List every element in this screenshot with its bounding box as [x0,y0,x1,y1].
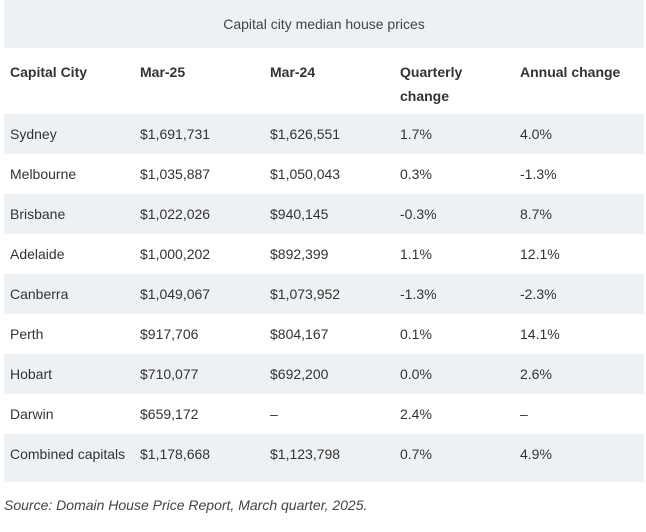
cell-mar-24: $940,145 [270,206,329,222]
cell-annual-change: 2.6% [520,366,552,382]
table-row: Hobart $710,077 $692,200 0.0% 2.6% [4,354,644,394]
table-row: Melbourne $1,035,887 $1,050,043 0.3% -1.… [4,154,644,194]
cell-mar-25: $1,035,887 [140,166,211,182]
column-header-mar-25: Mar-25 [140,64,186,80]
cell-mar-24: – [270,406,278,422]
table-row: Brisbane $1,022,026 $940,145 -0.3% 8.7% [4,194,644,234]
table-row: Canberra $1,049,067 $1,073,952 -1.3% -2.… [4,274,644,314]
cell-mar-25: $1,691,731 [140,126,211,142]
cell-mar-25: $917,706 [140,326,199,342]
cell-annual-change: 12.1% [520,246,560,262]
table-row: Combined capitals $1,178,668 $1,123,798 … [4,434,644,482]
table-header-row: Capital City Mar-25 Mar-24 Quarterly cha… [4,48,644,114]
cell-city: Adelaide [10,246,65,262]
column-header-mar-24: Mar-24 [270,64,316,80]
column-header-capital-city: Capital City [10,64,88,80]
cell-city: Darwin [10,406,54,422]
cell-mar-24: $692,200 [270,366,329,382]
cell-quarterly-change: -0.3% [400,206,437,222]
column-header-quarterly-change: Quarterly change [400,64,463,104]
cell-quarterly-change: 2.4% [400,406,432,422]
source-note: Source: Domain House Price Report, March… [4,497,368,513]
table-row: Perth $917,706 $804,167 0.1% 14.1% [4,314,644,354]
cell-mar-25: $1,022,026 [140,206,211,222]
cell-mar-25: $1,178,668 [140,446,211,462]
column-header-annual-change: Annual change [520,64,621,80]
cell-annual-change: -2.3% [520,286,557,302]
table-row: Sydney $1,691,731 $1,626,551 1.7% 4.0% [4,114,644,154]
cell-quarterly-change: 0.7% [400,446,432,462]
cell-city: Combined capitals [10,446,126,462]
cell-annual-change: – [520,406,528,422]
cell-annual-change: 4.9% [520,446,552,462]
cell-city: Hobart [10,366,53,382]
cell-city: Melbourne [10,166,77,182]
cell-mar-24: $892,399 [270,246,329,262]
cell-quarterly-change: 1.7% [400,126,432,142]
cell-city: Perth [10,326,44,342]
cell-mar-24: $1,626,551 [270,126,341,142]
cell-annual-change: 14.1% [520,326,560,342]
cell-mar-24: $804,167 [270,326,329,342]
cell-mar-24: $1,050,043 [270,166,341,182]
table-caption: Capital city median house prices [4,0,644,48]
table-row: Adelaide $1,000,202 $892,399 1.1% 12.1% [4,234,644,274]
cell-mar-25: $710,077 [140,366,199,382]
cell-annual-change: -1.3% [520,166,557,182]
cell-annual-change: 8.7% [520,206,552,222]
cell-quarterly-change: 0.3% [400,166,432,182]
cell-mar-25: $1,000,202 [140,246,211,262]
house-price-table: Capital City Mar-25 Mar-24 Quarterly cha… [4,48,644,482]
cell-quarterly-change: 0.0% [400,366,432,382]
cell-mar-24: $1,123,798 [270,446,341,462]
cell-quarterly-change: 1.1% [400,246,432,262]
table-row: Darwin $659,172 – 2.4% – [4,394,644,434]
cell-quarterly-change: -1.3% [400,286,437,302]
cell-city: Canberra [10,286,69,302]
cell-mar-25: $1,049,067 [140,286,211,302]
cell-city: Brisbane [10,206,66,222]
cell-city: Sydney [10,126,57,142]
cell-mar-24: $1,073,952 [270,286,341,302]
cell-annual-change: 4.0% [520,126,552,142]
cell-quarterly-change: 0.1% [400,326,432,342]
cell-mar-25: $659,172 [140,406,199,422]
